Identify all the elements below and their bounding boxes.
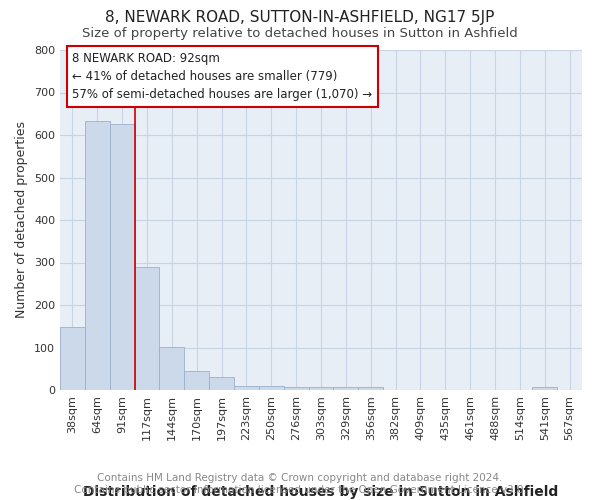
Bar	[334, 388, 358, 390]
Bar	[160, 346, 184, 390]
Bar	[358, 388, 383, 390]
Bar	[234, 386, 259, 390]
Bar	[85, 121, 110, 390]
Bar	[259, 386, 284, 390]
Bar	[308, 388, 334, 390]
Bar	[284, 388, 308, 390]
Bar	[532, 388, 557, 390]
Text: Distribution of detached houses by size in Sutton in Ashfield: Distribution of detached houses by size …	[83, 485, 559, 499]
Bar	[60, 327, 85, 390]
Text: Contains HM Land Registry data © Crown copyright and database right 2024.
Contai: Contains HM Land Registry data © Crown c…	[74, 474, 526, 495]
Y-axis label: Number of detached properties: Number of detached properties	[16, 122, 28, 318]
Text: 8, NEWARK ROAD, SUTTON-IN-ASHFIELD, NG17 5JP: 8, NEWARK ROAD, SUTTON-IN-ASHFIELD, NG17…	[106, 10, 494, 25]
Text: Size of property relative to detached houses in Sutton in Ashfield: Size of property relative to detached ho…	[82, 28, 518, 40]
Bar	[209, 377, 234, 390]
Bar	[110, 124, 134, 390]
Bar	[184, 371, 209, 390]
Bar	[134, 267, 160, 390]
Text: 8 NEWARK ROAD: 92sqm
← 41% of detached houses are smaller (779)
57% of semi-deta: 8 NEWARK ROAD: 92sqm ← 41% of detached h…	[73, 52, 373, 101]
